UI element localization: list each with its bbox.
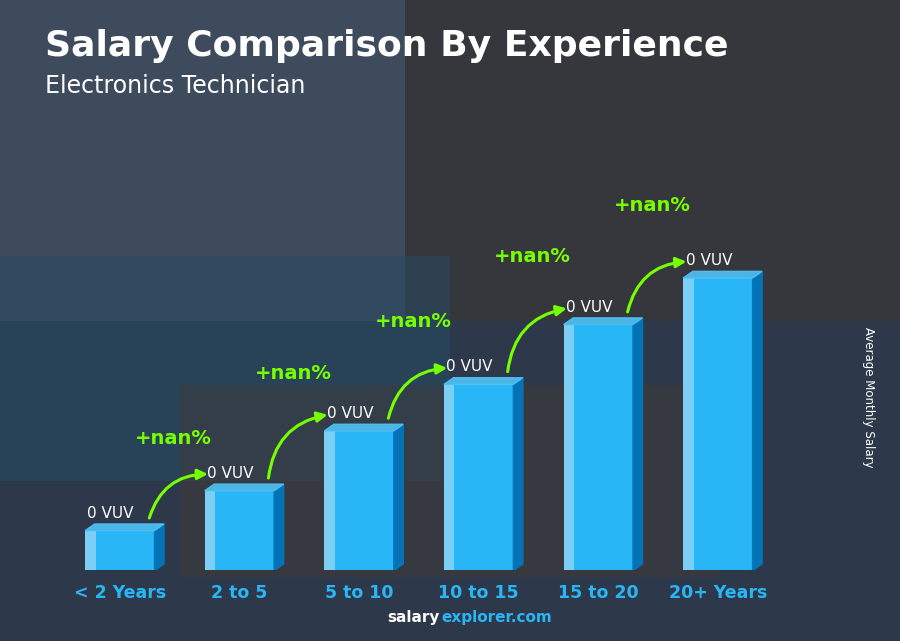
Text: +nan%: +nan% <box>614 196 690 215</box>
Bar <box>574 324 633 570</box>
Bar <box>454 385 513 570</box>
Bar <box>444 385 454 570</box>
Text: salary: salary <box>387 610 439 625</box>
Text: 0 VUV: 0 VUV <box>686 253 732 268</box>
Text: 0 VUV: 0 VUV <box>207 466 254 481</box>
Bar <box>324 431 335 570</box>
Bar <box>215 491 274 570</box>
Text: +nan%: +nan% <box>494 247 571 267</box>
Bar <box>95 531 155 570</box>
Polygon shape <box>752 271 762 570</box>
Bar <box>683 278 694 570</box>
Bar <box>86 531 95 570</box>
Text: explorer.com: explorer.com <box>441 610 552 625</box>
Text: 0 VUV: 0 VUV <box>446 360 493 374</box>
Polygon shape <box>444 378 523 385</box>
Text: 0 VUV: 0 VUV <box>327 406 374 421</box>
Text: Salary Comparison By Experience: Salary Comparison By Experience <box>45 29 728 63</box>
Polygon shape <box>393 424 403 570</box>
Bar <box>180 385 720 577</box>
Bar <box>0 256 450 481</box>
Polygon shape <box>155 524 164 570</box>
Bar <box>0 0 405 320</box>
Polygon shape <box>633 318 643 570</box>
Text: +nan%: +nan% <box>374 312 451 331</box>
Text: +nan%: +nan% <box>255 363 332 383</box>
Polygon shape <box>86 524 164 531</box>
Text: +nan%: +nan% <box>135 429 212 447</box>
Polygon shape <box>204 484 284 491</box>
Bar <box>204 491 215 570</box>
Bar <box>405 0 900 320</box>
Polygon shape <box>324 424 403 431</box>
Text: 0 VUV: 0 VUV <box>87 506 134 520</box>
Bar <box>335 431 393 570</box>
Text: 0 VUV: 0 VUV <box>566 299 613 315</box>
Bar <box>563 324 574 570</box>
Bar <box>694 278 752 570</box>
Text: Average Monthly Salary: Average Monthly Salary <box>862 327 875 468</box>
Text: Electronics Technician: Electronics Technician <box>45 74 305 97</box>
Polygon shape <box>274 484 284 570</box>
Polygon shape <box>513 378 523 570</box>
Polygon shape <box>563 318 643 324</box>
Polygon shape <box>683 271 762 278</box>
